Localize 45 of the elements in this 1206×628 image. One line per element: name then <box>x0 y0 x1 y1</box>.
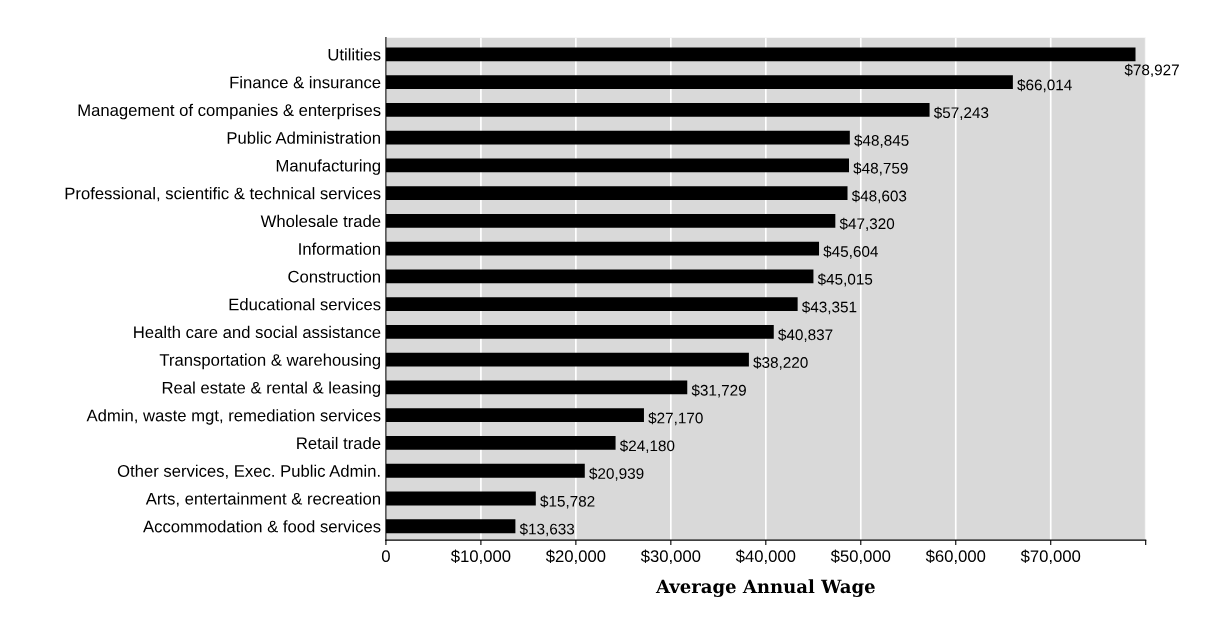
y-tick-label: Other services, Exec. Public Admin. <box>117 464 380 479</box>
data-label: $20,939 <box>589 467 644 481</box>
x-tick-label: $70,000 <box>1020 549 1081 565</box>
y-tick-label: Health care and social assistance <box>134 325 381 339</box>
data-label: $31,729 <box>691 384 746 398</box>
data-label: $66,014 <box>1017 78 1072 93</box>
data-label: $47,320 <box>839 217 895 231</box>
x-tick-label: 0 <box>381 550 390 563</box>
data-label: $57,243 <box>933 106 989 120</box>
y-tick-label: Educational services <box>229 298 381 311</box>
x-tick-label: $50,000 <box>830 549 891 565</box>
y-tick-label: Professional, scientific & technical services <box>65 187 381 202</box>
data-label: $48,759 <box>853 162 908 176</box>
y-tick-label: Arts, entertainment & recreation <box>145 492 380 507</box>
data-label: $48,845 <box>854 134 909 148</box>
data-label: $45,015 <box>817 273 873 287</box>
data-label: $40,837 <box>778 328 833 342</box>
y-tick-label: Information <box>299 242 380 255</box>
y-tick-label: Construction <box>288 270 380 283</box>
y-tick-label: Admin, waste mgt, remediation services <box>86 409 381 425</box>
data-label: $45,604 <box>823 245 878 259</box>
y-tick-label: Finance & insurance <box>230 76 381 89</box>
data-label: $48,603 <box>851 189 907 204</box>
y-tick-label: Real estate & rental & leasing <box>162 381 380 397</box>
data-label: $27,170 <box>648 411 703 426</box>
data-label: $43,351 <box>801 300 857 315</box>
y-tick-label: Utilities <box>328 48 381 61</box>
y-tick-label: Wholesale trade <box>260 214 381 228</box>
x-tick-label: $40,000 <box>735 549 796 565</box>
y-tick-label: Public Administration <box>227 131 380 144</box>
data-label: $13,633 <box>519 523 575 537</box>
x-tick-label: $30,000 <box>640 549 701 565</box>
y-tick-label: Management of companies & enterprises <box>78 103 381 120</box>
data-label: $15,782 <box>540 495 595 509</box>
y-tick-label: Accommodation & food services <box>143 520 381 533</box>
x-tick-label: $60,000 <box>925 549 986 565</box>
x-tick-label: $20,000 <box>545 549 606 565</box>
x-tick-label: $10,000 <box>450 549 511 565</box>
data-label: $24,180 <box>619 439 675 453</box>
x-axis-title: Average Annual Wage <box>655 579 875 597</box>
y-tick-label: Manufacturing <box>276 159 380 175</box>
data-label: $78,927 <box>1124 63 1179 78</box>
y-tick-label: Retail trade <box>297 436 381 450</box>
y-tick-label: Transportation & warehousing <box>159 353 380 370</box>
data-label: $38,220 <box>753 356 808 370</box>
